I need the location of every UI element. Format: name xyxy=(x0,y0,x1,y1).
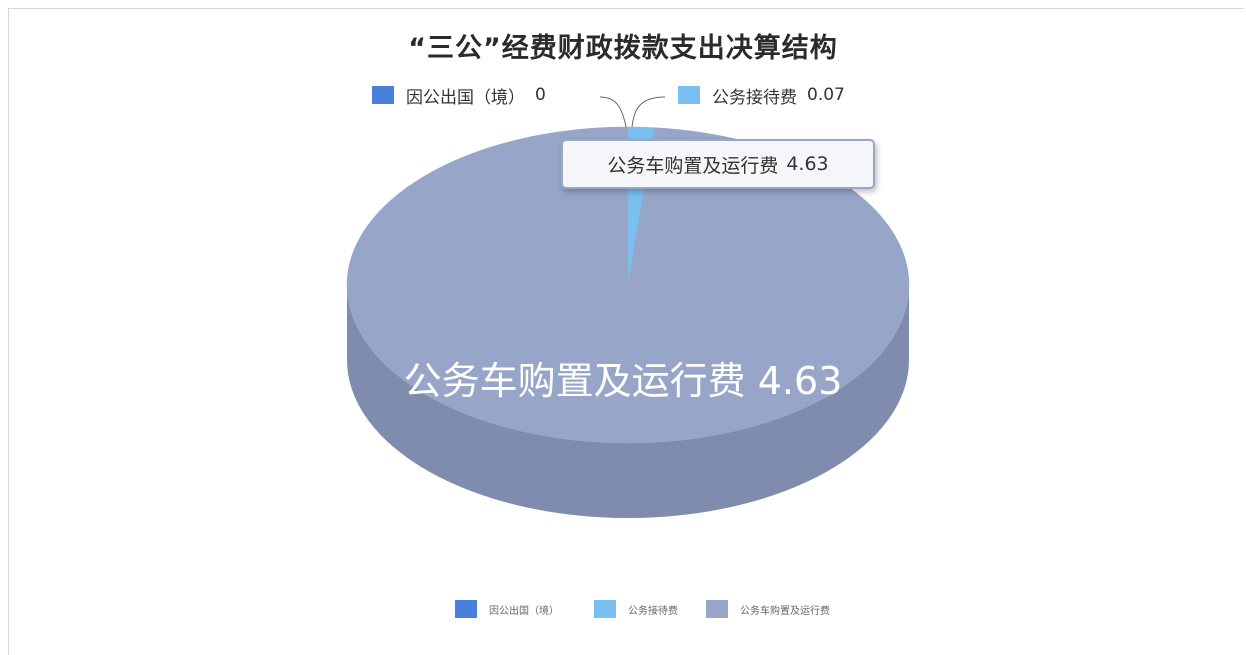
bottom-legend-swatch-vehicle xyxy=(706,600,728,618)
legend-label-reception: 公务接待费 xyxy=(712,87,797,108)
legend-swatch-reception xyxy=(678,86,700,104)
legend-value-outbound: 0 xyxy=(535,85,546,105)
bottom-legend-label-reception: 公务接待费 xyxy=(628,605,678,617)
pie-side-wall xyxy=(347,285,909,518)
chart-title: “三公”经费财政拨款支出决算结构 xyxy=(408,33,838,64)
bottom-legend-item-outbound[interactable]: 因公出国（境） xyxy=(455,600,559,618)
tooltip-label: 公务车购置及运行费 xyxy=(607,154,779,177)
slice-label-vehicle: 公务车购置及运行费 4.63 xyxy=(404,359,843,403)
chart-frame xyxy=(8,8,1244,655)
bottom-legend: 因公出国（境） 公务接待费 公务车购置及运行费 xyxy=(0,600,1246,620)
tooltip-value: 4.63 xyxy=(786,153,829,175)
bottom-legend-swatch-outbound xyxy=(455,600,477,618)
legend-label-outbound: 因公出国（境） xyxy=(406,87,525,108)
bottom-legend-label-outbound: 因公出国（境） xyxy=(489,605,559,617)
leader-line-outbound xyxy=(599,96,627,128)
bottom-legend-item-vehicle[interactable]: 公务车购置及运行费 xyxy=(706,600,830,618)
tooltip: 公务车购置及运行费 4.63 xyxy=(561,139,875,189)
bottom-legend-item-reception[interactable]: 公务接待费 xyxy=(594,600,678,618)
bottom-legend-swatch-reception xyxy=(594,600,616,618)
legend-value-reception: 0.07 xyxy=(807,85,845,105)
legend-item-outbound[interactable]: 因公出国（境） 0 xyxy=(372,84,546,108)
legend-swatch-outbound xyxy=(372,86,394,104)
legend-item-reception[interactable]: 公务接待费 0.07 xyxy=(678,84,845,108)
bottom-legend-label-vehicle: 公务车购置及运行费 xyxy=(740,605,830,617)
leader-line-reception xyxy=(631,96,666,128)
slice-vehicle xyxy=(346,126,910,444)
